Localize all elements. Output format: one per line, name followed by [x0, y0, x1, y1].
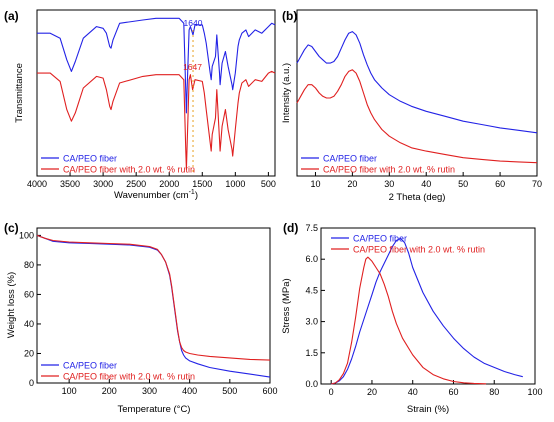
legend-label-1: CA/PEO fiber	[63, 154, 117, 164]
y-tick-label: 7.5	[305, 223, 318, 233]
panel-c-tga: (c) Weight loss (%) Temperature (°C) 100…	[4, 221, 278, 415]
y-tick-label: 60	[24, 289, 34, 299]
series-line-1	[331, 237, 523, 385]
y-tick-label: 100	[19, 230, 34, 240]
panel-c-xlabel: Temperature (°C)	[118, 404, 191, 415]
legend-label-2: CA/PEO fiber with 2.0 wt. % rutin	[63, 165, 195, 175]
x-tick-label: 200	[102, 386, 117, 396]
panel-a-ftir: (a) Transmittance Wavenumber (cm-1) 4000…	[4, 9, 276, 201]
legend-label-1: CA/PEO fiber	[63, 361, 117, 371]
x-tick-label: 500	[261, 179, 276, 189]
panel-a-xlabel: Wavenumber (cm-1)	[114, 189, 198, 201]
panel-d-xlabel: Strain (%)	[407, 404, 449, 415]
x-tick-label: 40	[421, 179, 431, 189]
x-tick-label: 4000	[27, 179, 47, 189]
x-tick-label: 60	[495, 179, 505, 189]
y-tick-label: 20	[24, 348, 34, 358]
x-tick-label: 20	[347, 179, 357, 189]
panel-c-frame	[36, 227, 271, 384]
y-tick-label: 4.5	[305, 285, 318, 295]
y-tick-label: 80	[24, 260, 34, 270]
panel-c-ylabel: Weight loss (%)	[6, 272, 17, 338]
panel-a-label: (a)	[4, 9, 19, 23]
x-tick-label: 1000	[225, 179, 245, 189]
y-tick-label: 3.0	[305, 317, 318, 327]
legend-label-2: CA/PEO fiber with 2.0 wt. % rutin	[353, 245, 485, 255]
legend-label-2: CA/PEO fiber with 2.0 wt. % rutin	[323, 165, 455, 175]
y-tick-label: 0.0	[305, 379, 318, 389]
panel-d-label: (d)	[283, 221, 298, 235]
y-tick-label: 6.0	[305, 254, 318, 264]
panel-a-frame	[36, 9, 276, 177]
panel-d-frame	[320, 227, 536, 385]
x-tick-label: 30	[384, 179, 394, 189]
x-tick-label: 60	[448, 387, 458, 397]
x-tick-label: 50	[458, 179, 468, 189]
panel-b-label: (b)	[282, 9, 297, 23]
x-tick-label: 600	[262, 386, 277, 396]
x-tick-label: 20	[367, 387, 377, 397]
series-line-1	[37, 17, 276, 114]
series-line-1	[36, 234, 271, 378]
panel-c-label: (c)	[4, 221, 19, 235]
panel-b-xlabel: 2 Theta (deg)	[389, 192, 446, 203]
x-tick-label: 70	[532, 179, 542, 189]
series-line-2	[296, 69, 538, 164]
y-tick-label: 0	[29, 378, 34, 388]
x-tick-label: 100	[527, 387, 542, 397]
legend-label-1: CA/PEO fiber	[323, 154, 377, 164]
series-line-2	[331, 256, 487, 385]
legend-label-1: CA/PEO fiber	[353, 234, 407, 244]
x-tick-label: 2000	[159, 179, 179, 189]
x-tick-label: 0	[329, 387, 334, 397]
series-line-2	[36, 234, 271, 361]
x-tick-label: 40	[408, 387, 418, 397]
x-tick-label: 1500	[192, 179, 212, 189]
panel-d-ylabel: Stress (MPa)	[281, 278, 292, 333]
series-line-2	[37, 70, 276, 170]
x-tick-label: 3500	[60, 179, 80, 189]
x-tick-label: 3000	[93, 179, 113, 189]
x-tick-label: 500	[222, 386, 237, 396]
x-tick-label: 10	[310, 179, 320, 189]
panel-b-xrd: (b) Intensity (a.u.) 2 Theta (deg) 10 20 3…	[281, 9, 542, 203]
x-tick-label: 300	[142, 386, 157, 396]
series-line-1	[296, 31, 538, 134]
legend-label-2: CA/PEO fiber with 2.0 wt. % rutin	[63, 372, 195, 382]
peak-annotation: 1640	[184, 18, 203, 28]
y-tick-label: 40	[24, 319, 34, 329]
y-tick-label: 1.5	[305, 348, 318, 358]
panel-b-ylabel: Intensity (a.u.)	[281, 63, 292, 123]
x-tick-label: 80	[489, 387, 499, 397]
panel-d-stress-strain: (d) Stress (MPa) Strain (%) 0 20 40 60 80 100…	[281, 221, 543, 415]
x-tick-label: 100	[62, 386, 77, 396]
panel-b-frame	[296, 9, 538, 177]
x-tick-label: 400	[182, 386, 197, 396]
panel-a-ylabel: Transmittance	[14, 63, 25, 123]
x-tick-label: 2500	[126, 179, 146, 189]
